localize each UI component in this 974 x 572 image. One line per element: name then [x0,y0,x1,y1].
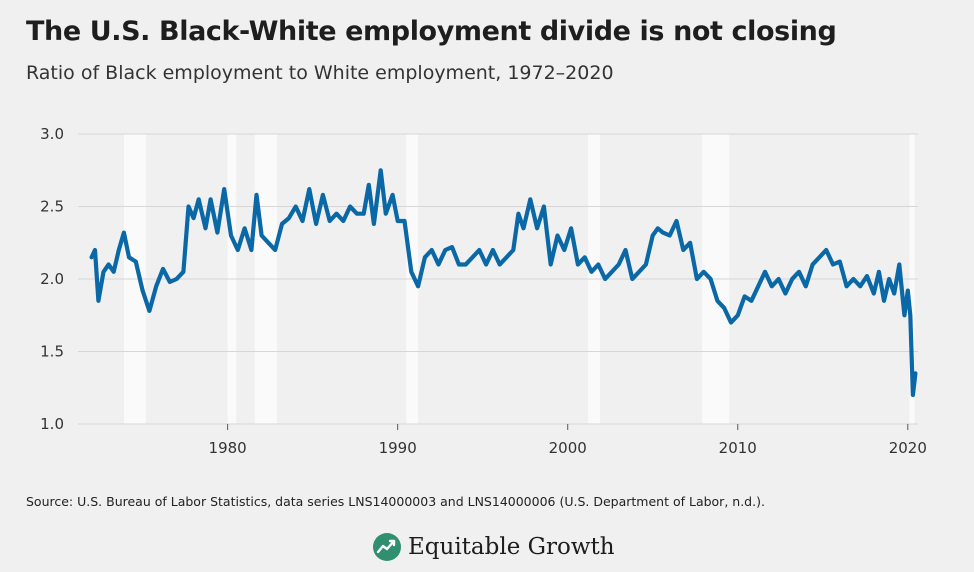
line-chart: 1.0 1.5 2.0 2.5 3.0 1980 1990 2000 2010 2020 [40,125,927,457]
x-tick-label: 2010 [719,439,757,457]
gridlines [78,133,918,425]
y-tick-label: 1.0 [40,415,64,433]
y-axis-ticks: 1.0 1.5 2.0 2.5 3.0 [40,125,64,433]
series-line-0 [89,168,918,398]
brand-name: Equitable Growth [408,534,615,560]
y-tick-label: 2.0 [40,270,64,288]
x-axis-ticks: 1980 1990 2000 2010 2020 [209,424,927,457]
x-tick-label: 1980 [209,439,247,457]
series-lines [89,168,918,398]
y-tick-label: 1.5 [40,343,64,361]
chart-subtitle: Ratio of Black employment to White emplo… [26,62,614,84]
x-tick-label: 1990 [379,439,417,457]
y-tick-label: 3.0 [40,125,64,143]
equitable-growth-leaf-icon [373,533,401,561]
x-tick-label: 2020 [889,439,927,457]
chart-title: The U.S. Black-White employment divide i… [26,16,837,47]
x-tick-label: 2000 [549,439,587,457]
y-tick-label: 2.5 [40,198,64,216]
source-note: Source: U.S. Bureau of Labor Statistics,… [26,494,765,509]
brand-logo: Equitable Growth [372,532,615,562]
